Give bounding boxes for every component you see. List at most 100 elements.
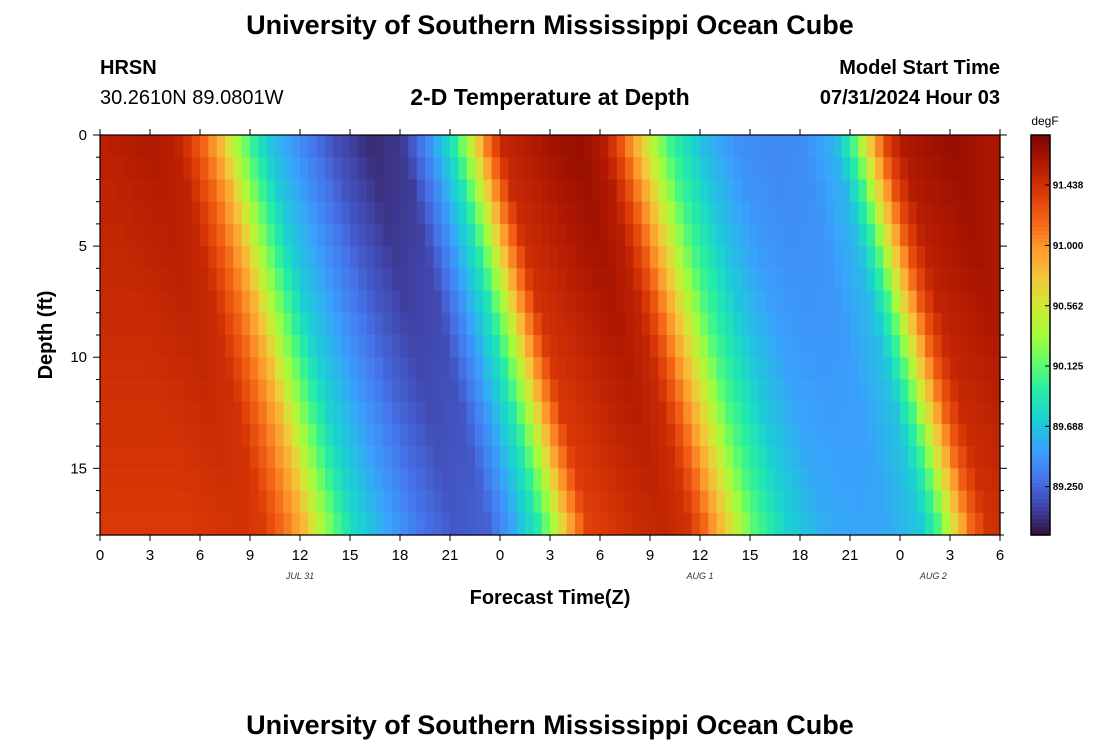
colorbar-segment <box>1031 323 1050 328</box>
heatmap-cell <box>858 201 868 225</box>
colorbar-segment <box>1031 167 1050 172</box>
heatmap-cell <box>116 401 126 425</box>
colorbar-segment <box>1031 419 1050 424</box>
heatmap-cell <box>925 423 934 447</box>
heatmap-cell <box>941 357 951 381</box>
heatmap-cell <box>383 401 393 425</box>
heatmap-cell <box>991 201 1001 225</box>
heatmap-cell <box>458 490 468 514</box>
heatmap-cell <box>100 179 109 203</box>
heatmap-cell <box>250 468 259 492</box>
heatmap-cell <box>441 512 451 536</box>
heatmap-cell <box>600 423 609 447</box>
heatmap-cell <box>658 468 668 492</box>
x-tick-label: 6 <box>596 547 604 564</box>
heatmap-cell <box>166 401 176 425</box>
heatmap-cell <box>941 201 951 225</box>
heatmap-cell <box>208 135 218 158</box>
heatmap-cell <box>883 312 893 336</box>
heatmap-cell <box>866 357 876 381</box>
heatmap-cell <box>358 423 368 447</box>
heatmap-cell <box>100 423 109 447</box>
heatmap-cell <box>600 379 609 403</box>
heatmap-cell <box>275 268 284 292</box>
heatmap-cell <box>158 401 168 425</box>
heatmap-cell <box>675 401 684 425</box>
heatmap-cell <box>783 401 793 425</box>
heatmap-cell <box>575 312 584 336</box>
heatmap-cell <box>516 135 526 158</box>
heatmap-cell <box>291 335 301 358</box>
heatmap-cell <box>866 246 876 269</box>
colorbar-segment <box>1031 379 1050 384</box>
heatmap-cell <box>858 157 868 181</box>
heatmap-cell <box>775 357 784 381</box>
heatmap-cell <box>775 379 784 403</box>
colorbar-segment <box>1031 411 1050 416</box>
heatmap-cell <box>650 335 659 358</box>
heatmap-cell <box>508 223 518 247</box>
heatmap-cell <box>891 157 901 181</box>
heatmap-cell <box>650 512 659 536</box>
heatmap-cell <box>208 312 218 336</box>
heatmap-cell <box>591 246 601 269</box>
heatmap-cell <box>191 468 201 492</box>
heatmap-cell <box>825 490 834 514</box>
heatmap-cell <box>833 201 843 225</box>
heatmap-cell <box>575 401 584 425</box>
heatmap-cell <box>408 512 418 536</box>
colorbar-segment <box>1031 247 1050 252</box>
heatmap-cell <box>141 335 151 358</box>
heatmap-cell <box>316 246 326 269</box>
heatmap-cell <box>808 312 818 336</box>
heatmap-cell <box>991 335 1001 358</box>
heatmap-cell <box>916 335 926 358</box>
heatmap-cell <box>766 246 776 269</box>
heatmap-cell <box>666 401 676 425</box>
y-axis-label: Depth (ft) <box>35 291 57 380</box>
colorbar-segment <box>1031 287 1050 292</box>
heatmap-cell <box>158 201 168 225</box>
heatmap-cell <box>508 201 518 225</box>
heatmap-cell <box>991 246 1001 269</box>
heatmap-cell <box>325 157 334 181</box>
heatmap-cell <box>150 401 159 425</box>
heatmap-cell <box>908 135 918 158</box>
colorbar-segment <box>1031 203 1050 208</box>
heatmap-cell <box>908 357 918 381</box>
heatmap-cell <box>791 223 801 247</box>
heatmap-cell <box>166 268 176 292</box>
heatmap-cell <box>691 357 701 381</box>
heatmap-cell <box>691 268 701 292</box>
heatmap-cell <box>475 312 484 336</box>
heatmap-cell <box>966 223 976 247</box>
heatmap-cell <box>616 335 626 358</box>
heatmap-cell <box>416 268 426 292</box>
heatmap-cell <box>291 201 301 225</box>
heatmap-cell <box>958 357 968 381</box>
heatmap-cell <box>558 490 568 514</box>
heatmap-cell <box>283 401 293 425</box>
heatmap-cell <box>966 401 976 425</box>
heatmap-cell <box>625 157 634 181</box>
colorbar-segment <box>1031 187 1050 192</box>
heatmap-cell <box>691 490 701 514</box>
heatmap-cell <box>450 179 459 203</box>
heatmap-cell <box>266 401 276 425</box>
heatmap-cell <box>916 512 926 536</box>
heatmap-cell <box>941 312 951 336</box>
heatmap-cell <box>750 490 759 514</box>
heatmap-cell <box>791 290 801 314</box>
heatmap-cell <box>141 446 151 469</box>
heatmap-cell <box>525 401 534 425</box>
heatmap-cell <box>275 312 284 336</box>
heatmap-cell <box>908 468 918 492</box>
heatmap-cell <box>583 157 593 181</box>
heatmap-cell <box>166 223 176 247</box>
heatmap-cell <box>325 423 334 447</box>
heatmap-cell <box>350 335 359 358</box>
heatmap-cell <box>616 179 626 203</box>
heatmap-cell <box>175 201 184 225</box>
heatmap-cell <box>525 335 534 358</box>
heatmap-cell <box>733 179 743 203</box>
